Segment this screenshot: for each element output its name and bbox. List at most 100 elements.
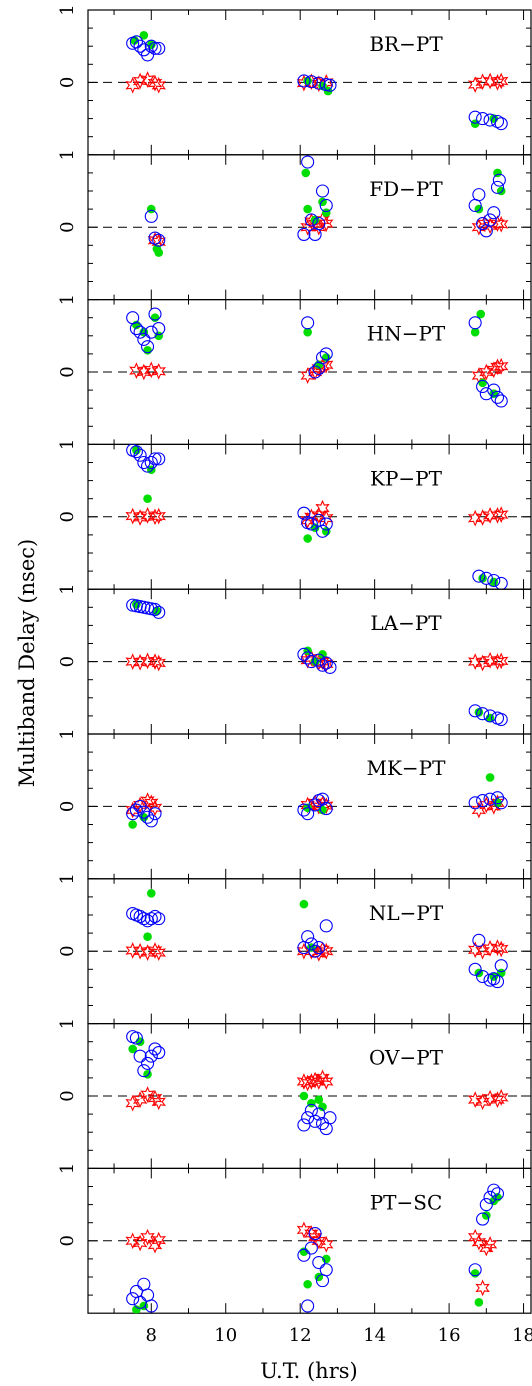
y-tick-label: 0 [57,221,78,232]
blue-circle-point [319,656,333,670]
red-star-point [475,1279,490,1297]
green-dot-point [485,773,495,782]
red-star-point [147,653,163,670]
blue-circle-point [297,803,311,817]
green-dot-point [318,197,327,207]
green-dot-point [301,168,311,178]
blue-circle-point [315,184,330,198]
blue-circle-point [319,347,333,361]
panel-label: LA−PT [370,611,442,635]
x-tick-label: 10 [214,1325,237,1346]
panel-mk-pt: 1 0 MK−PT [57,728,532,880]
panel-data [125,444,509,590]
x-axis-label: U.T. (hrs) [260,1359,357,1383]
green-dot-point [132,1305,141,1314]
blue-circle-point [312,217,326,231]
red-star-point [304,508,319,526]
y-tick-label: 1 [57,1163,78,1174]
panel-data [126,307,509,408]
blue-circle-point [315,658,330,672]
panel-pt-sc: 1 0 PT−SC [57,1163,532,1314]
red-star-point [307,1071,323,1089]
green-dot-point [139,31,149,40]
red-star-point [318,655,334,673]
blue-circle-point [468,316,482,330]
blue-circle-point [301,930,315,944]
y-tick-label: 1 [57,583,78,594]
blue-circle-point [133,39,147,53]
green-dot-point [139,1301,149,1311]
green-dot-point [496,186,506,196]
green-dot-point [154,248,164,257]
red-star-point [494,357,509,375]
blue-circle-point [490,1187,505,1201]
y-tick-label: 1 [57,4,78,15]
panel-data [125,888,509,989]
blue-circle-point [483,213,497,227]
blue-circle-point [144,1049,158,1063]
panel-la-pt: 1 0 LA−PT [57,583,532,735]
panel-fd-pt: 1 0 FD−PT [57,149,532,301]
blue-circle-point [494,117,508,131]
blue-circle-point [144,1299,158,1313]
green-dot-point [470,1269,480,1278]
panel-br-pt: 1 0 BR−PT [57,4,532,156]
green-dot-point [299,899,309,909]
green-dot-point [143,932,152,942]
red-star-point [147,942,163,959]
x-tick-label: 16 [438,1325,461,1346]
blue-circle-point [304,75,318,89]
green-dot-point [474,968,484,978]
blue-circle-point [494,576,508,590]
y-tick-label: 0 [57,77,78,88]
y-tick-label: 0 [57,945,78,956]
blue-circle-point [472,933,486,947]
blue-circle-point [137,1277,151,1291]
red-star-point [125,1094,140,1112]
red-star-point [311,360,327,377]
blue-circle-point [148,602,162,617]
blue-circle-point [297,1118,311,1132]
blue-circle-point [308,1227,322,1241]
blue-circle-point [468,704,482,718]
green-dot-point [303,1279,312,1289]
green-dot-point [150,313,160,323]
red-star-point [311,1232,327,1250]
blue-circle-point [487,383,501,397]
panel-kp-pt: 1 0 KP−PT [57,439,532,590]
y-tick-label: 0 [57,1235,78,1246]
green-dot-point [303,76,312,86]
blue-circle-point [137,455,151,470]
blue-circle-point [129,803,143,817]
blue-circle-point [129,35,143,49]
red-star-point [143,794,159,812]
blue-circle-point [323,1111,337,1125]
blue-circle-point [133,1049,147,1063]
red-star-point [140,71,155,88]
green-dot-point [128,1044,137,1054]
blue-circle-point [297,227,311,241]
green-dot-point [303,327,312,337]
red-star-point [475,654,490,672]
blue-circle-point [492,173,506,187]
blue-circle-point [319,517,333,531]
blue-circle-point [152,1046,166,1060]
panel-ov-pt: 1 0 OV−PT [57,1018,532,1169]
blue-circle-point [148,41,162,55]
blue-circle-point [144,455,158,470]
panel-label: HN−PT [367,322,446,346]
panel-label: MK−PT [367,756,447,780]
blue-circle-point [468,796,482,810]
blue-circle-point [468,1263,482,1277]
green-dot-point [303,204,312,214]
green-dot-point [128,820,137,829]
red-star-point [494,652,509,670]
green-dot-point [143,345,152,355]
panel-label: FD−PT [369,177,443,201]
red-star-point [132,1234,148,1252]
red-star-point [151,944,167,961]
red-star-point [125,801,140,819]
red-star-point [467,509,483,527]
blue-circle-point [304,937,318,951]
red-star-point [494,215,509,233]
